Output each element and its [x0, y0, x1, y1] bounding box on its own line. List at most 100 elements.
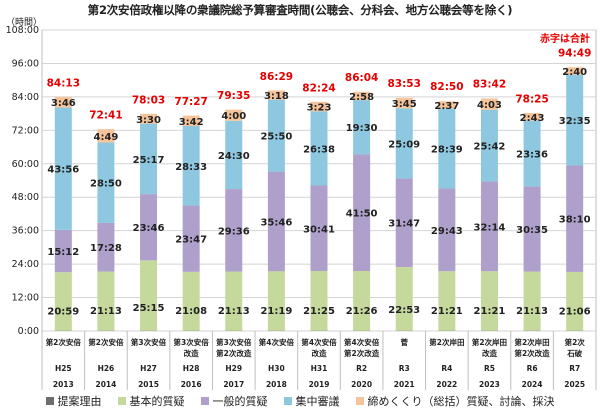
bar-segment [97, 142, 115, 223]
legend-swatch [200, 397, 209, 405]
y-axis-unit-label: （時間） [6, 18, 43, 28]
total-label: 79:35 [217, 90, 250, 102]
y-tick-label: 60:00 [12, 159, 39, 170]
total-label: 77:27 [174, 96, 207, 108]
x-label-cabinet: 改造 [184, 348, 199, 358]
legend-item: 集中審議 [283, 393, 340, 409]
bar-segment [225, 189, 243, 272]
legend-label: 提案理由 [57, 395, 102, 408]
data-label-closing: 4:49 [93, 132, 118, 143]
x-label-cabinet: 第3次安倍 [216, 337, 252, 347]
x-label-era: R4 [441, 364, 452, 373]
bar-segment [353, 100, 371, 155]
bar-segment [566, 165, 584, 272]
bar-segment [267, 171, 285, 272]
data-label-intensive: 43:56 [47, 165, 79, 176]
bar-segment [480, 181, 498, 272]
legend-label: 一般的質疑 [212, 395, 268, 408]
y-tick-label: 84:00 [12, 92, 39, 103]
total-label: 78:03 [132, 94, 165, 106]
bar-segment [523, 120, 541, 187]
data-label-basic: 22:53 [388, 305, 420, 316]
data-label-closing: 3:45 [392, 99, 417, 110]
data-label-closing: 2:40 [562, 67, 587, 78]
data-label-closing: 2:43 [520, 113, 545, 124]
x-label-year: 2018 [266, 380, 287, 389]
data-label-basic: 21:19 [260, 306, 292, 317]
y-tick-label: 24:00 [12, 259, 39, 270]
data-label-general: 29:43 [431, 226, 463, 237]
legend-label: 基本的質疑 [129, 395, 185, 408]
bar-segment [395, 97, 413, 109]
data-label-basic: 21:08 [175, 306, 207, 317]
x-label-year: 2024 [522, 380, 543, 389]
bar-segment [54, 107, 72, 230]
data-label-intensive: 25:50 [260, 132, 292, 143]
bar-segment [140, 123, 158, 195]
data-label-intensive: 28:33 [175, 162, 207, 173]
x-label-era: H27 [140, 364, 157, 373]
x-label-era: H31 [311, 364, 328, 373]
data-label-closing: 2:58 [349, 92, 374, 103]
x-label-cabinet: 第2次安倍 [46, 337, 82, 347]
x-label-year: 2016 [181, 380, 202, 389]
bar-segment [182, 205, 200, 272]
bar-segment [438, 188, 456, 272]
x-label-year: 2025 [564, 380, 585, 389]
bar-segment [353, 91, 371, 101]
data-label-intensive: 25:09 [388, 139, 420, 150]
bar-segment [182, 125, 200, 206]
legend-item: 提案理由 [45, 393, 102, 409]
bar-segment [310, 101, 328, 112]
y-tick-label: 0:00 [18, 326, 39, 337]
x-label-era: R2 [356, 364, 367, 373]
x-label-era: R5 [484, 364, 495, 373]
x-label-cabinet: 第2次岸田 [472, 337, 507, 347]
data-label-intensive: 23:36 [516, 149, 548, 160]
data-label-intensive: 26:38 [303, 144, 335, 155]
data-label-closing: 4:00 [221, 111, 246, 122]
bar-segment [97, 129, 115, 143]
bar-segment [54, 229, 72, 273]
bar-segment [523, 112, 541, 121]
x-label-cabinet: 第3次安倍 [174, 337, 210, 347]
bar-segment [140, 113, 158, 124]
x-label-year: 2020 [351, 380, 372, 389]
x-label-year: 2019 [309, 380, 330, 389]
data-label-basic: 21:25 [303, 306, 335, 317]
data-label-general: 17:28 [90, 243, 122, 254]
total-label: 83:42 [473, 79, 506, 91]
bar-segment [182, 271, 200, 331]
x-label-cabinet: 第2次改造 [216, 348, 252, 358]
data-label-general: 23:47 [175, 235, 207, 246]
data-label-closing: 3:42 [179, 117, 204, 128]
totals-note: 赤字は合計 [540, 34, 590, 45]
total-label: 94:49 [558, 48, 591, 60]
bar-segment [395, 108, 413, 179]
bar-segment [225, 120, 243, 190]
bar-segment [140, 194, 158, 261]
bar-segment [566, 271, 584, 331]
legend-swatch [283, 397, 292, 405]
data-label-closing: 3:46 [51, 98, 76, 109]
data-label-basic: 21:21 [431, 306, 463, 317]
data-label-intensive: 28:39 [431, 144, 463, 155]
data-label-basic: 20:59 [47, 306, 79, 317]
data-label-general: 31:47 [388, 219, 420, 230]
data-label-closing: 4:03 [477, 100, 502, 111]
data-label-general: 30:41 [303, 224, 335, 235]
x-label-era: R7 [569, 364, 580, 373]
bar-segment [310, 185, 328, 272]
x-label-year: 2017 [223, 380, 244, 389]
bar-segment [566, 74, 584, 166]
x-label-cabinet: 改造 [312, 348, 327, 358]
x-label-cabinet: 第4次安倍 [301, 337, 337, 347]
x-label-era: R6 [527, 364, 538, 373]
data-label-basic: 21:06 [559, 306, 591, 317]
bar-segment [225, 109, 243, 121]
bar-segment [97, 222, 115, 272]
bar-segment [267, 99, 285, 172]
bar-segment [310, 111, 328, 186]
data-label-intensive: 28:50 [90, 179, 122, 190]
y-tick-label: 12:00 [12, 293, 39, 304]
